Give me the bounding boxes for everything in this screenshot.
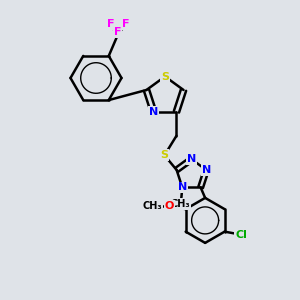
Text: S: S	[160, 150, 169, 160]
Text: CH₃: CH₃	[171, 199, 190, 209]
Text: N: N	[187, 154, 196, 164]
Text: F: F	[106, 20, 114, 29]
Text: S: S	[161, 71, 169, 82]
Text: CH₃: CH₃	[143, 201, 163, 211]
Text: N: N	[178, 182, 187, 192]
Text: Cl: Cl	[235, 230, 247, 240]
Text: F: F	[122, 20, 129, 29]
Text: O: O	[164, 201, 174, 211]
Text: N: N	[149, 107, 158, 117]
Text: F: F	[114, 27, 122, 37]
Text: N: N	[202, 165, 211, 175]
